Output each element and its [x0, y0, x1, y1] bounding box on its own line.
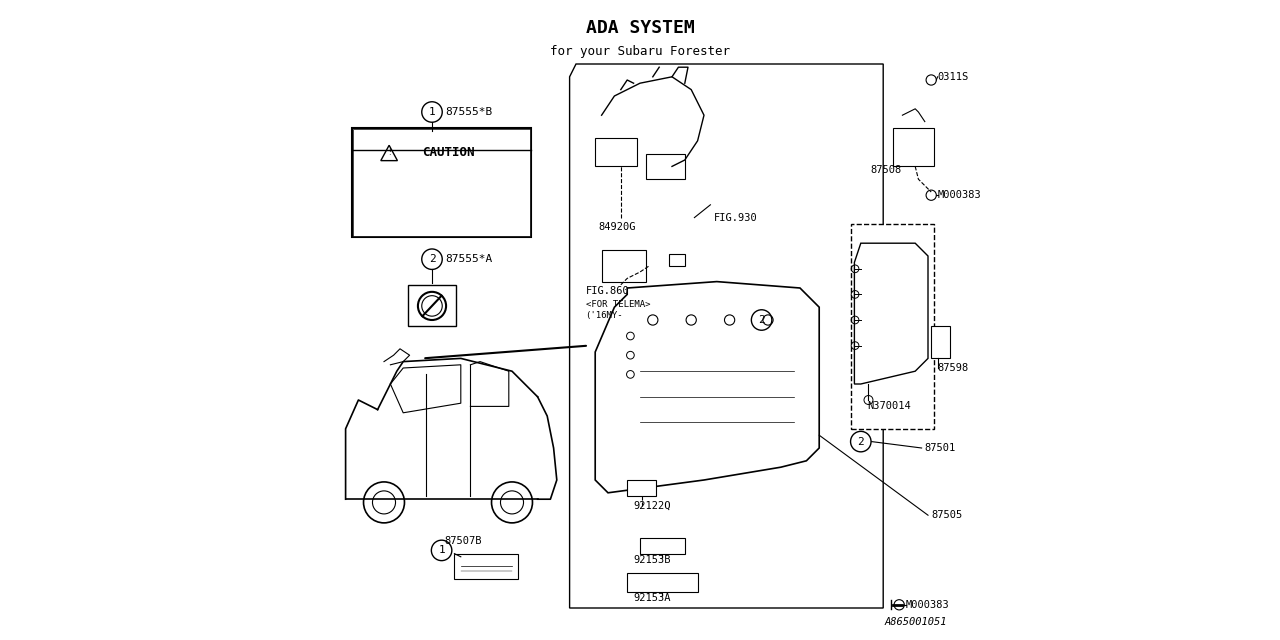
Text: N370014: N370014: [868, 401, 911, 412]
Text: FIG.860: FIG.860: [585, 286, 630, 296]
FancyBboxPatch shape: [932, 326, 950, 358]
Text: 92122Q: 92122Q: [634, 500, 671, 511]
Text: 1: 1: [438, 545, 445, 556]
Text: 2: 2: [858, 436, 864, 447]
Text: 87555*A: 87555*A: [445, 254, 493, 264]
FancyBboxPatch shape: [851, 224, 934, 429]
Text: 87505: 87505: [932, 510, 963, 520]
FancyBboxPatch shape: [646, 154, 685, 179]
Text: 0311S: 0311S: [937, 72, 969, 82]
Text: A865001051: A865001051: [884, 617, 947, 627]
FancyBboxPatch shape: [595, 138, 637, 166]
Text: 87598: 87598: [937, 363, 969, 373]
FancyBboxPatch shape: [353, 129, 530, 236]
Text: 92153B: 92153B: [634, 555, 671, 565]
FancyBboxPatch shape: [454, 554, 518, 579]
FancyBboxPatch shape: [640, 538, 685, 554]
FancyBboxPatch shape: [408, 285, 457, 326]
Text: ('16MY-: ('16MY-: [585, 311, 623, 320]
Text: 2: 2: [758, 315, 765, 325]
FancyBboxPatch shape: [627, 573, 698, 592]
FancyBboxPatch shape: [352, 128, 531, 237]
FancyBboxPatch shape: [602, 250, 646, 282]
Text: ADA SYSTEM: ADA SYSTEM: [586, 19, 694, 37]
Text: 2: 2: [429, 254, 435, 264]
Text: 87507B: 87507B: [445, 536, 483, 546]
Text: 92153A: 92153A: [634, 593, 671, 604]
Text: 1: 1: [429, 107, 435, 117]
Text: !: !: [388, 148, 392, 157]
FancyBboxPatch shape: [627, 480, 657, 496]
Text: CAUTION: CAUTION: [421, 146, 475, 159]
Text: M000383: M000383: [906, 600, 950, 610]
Text: <FOR TELEMA>: <FOR TELEMA>: [585, 300, 650, 308]
Text: 87508: 87508: [870, 164, 901, 175]
Text: for your Subaru Forester: for your Subaru Forester: [550, 45, 730, 58]
Text: 87501: 87501: [924, 443, 956, 453]
FancyBboxPatch shape: [668, 254, 685, 266]
Text: 84920G: 84920G: [599, 222, 636, 232]
Text: FIG.930: FIG.930: [714, 212, 758, 223]
Text: 87555*B: 87555*B: [445, 107, 493, 117]
FancyBboxPatch shape: [893, 128, 934, 166]
Text: M000383: M000383: [937, 190, 982, 200]
